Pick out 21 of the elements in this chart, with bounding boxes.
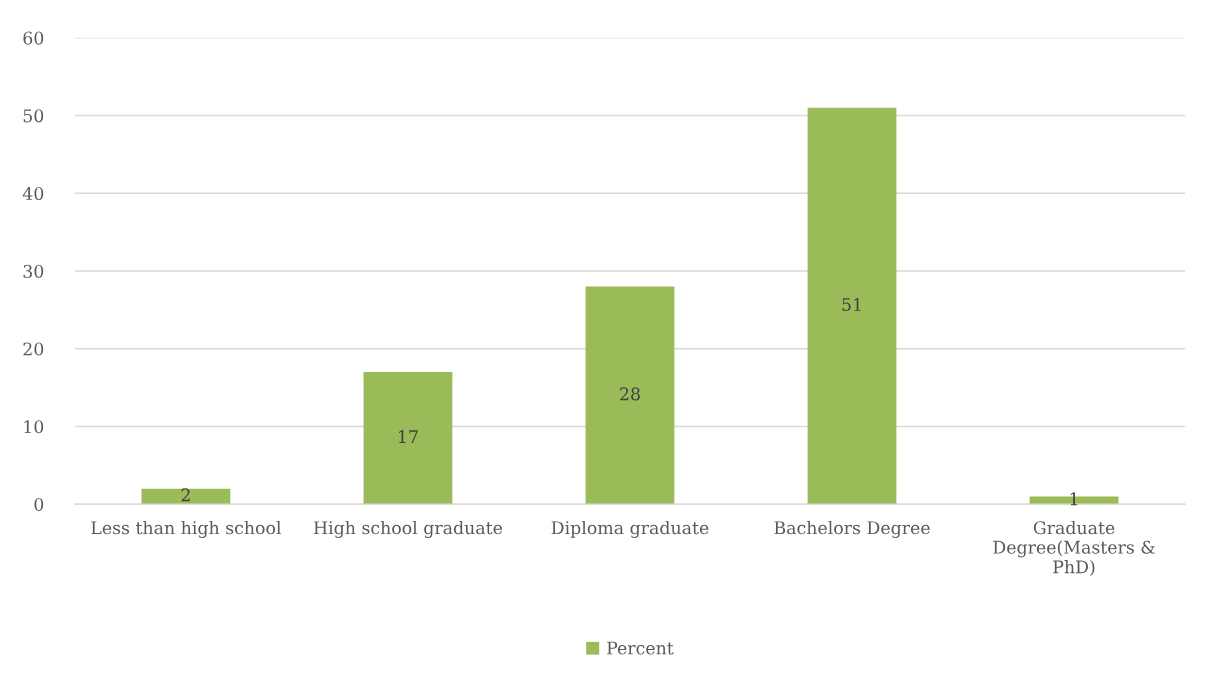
bar [141,488,231,505]
data-label: 2 [181,488,190,502]
bar [585,286,675,505]
x-tick-label: Graduate Degree(Masters & PhD) [993,520,1155,576]
y-tick-label: 20 [23,342,44,356]
bar [807,107,897,505]
y-tick-label: 0 [34,497,44,512]
bar [363,372,453,505]
x-tick-label: Less than high school [91,520,281,538]
data-label: 28 [620,387,640,401]
y-tick-label: 60 [23,31,44,45]
y-tick-label: 10 [24,420,44,434]
y-tick-label: 40 [22,186,44,201]
x-tick-label: Bachelors Degree [774,520,930,538]
data-label: 17 [399,430,418,443]
y-tick-label: 50 [23,109,44,123]
x-tick-label: Diploma graduate [551,520,709,538]
y-tick-label: 30 [23,264,44,278]
data-label: 51 [842,297,861,312]
legend-label: Percent [607,641,674,655]
x-tick-label: High school graduate [313,520,503,538]
